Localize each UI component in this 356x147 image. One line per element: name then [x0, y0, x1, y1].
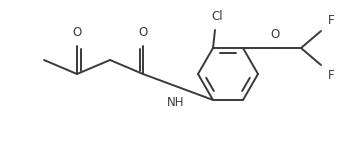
Text: O: O [138, 26, 148, 39]
Text: O: O [270, 28, 279, 41]
Text: F: F [328, 69, 335, 82]
Text: Cl: Cl [211, 10, 223, 23]
Text: O: O [72, 26, 82, 39]
Text: NH: NH [167, 96, 185, 109]
Text: F: F [328, 14, 335, 27]
